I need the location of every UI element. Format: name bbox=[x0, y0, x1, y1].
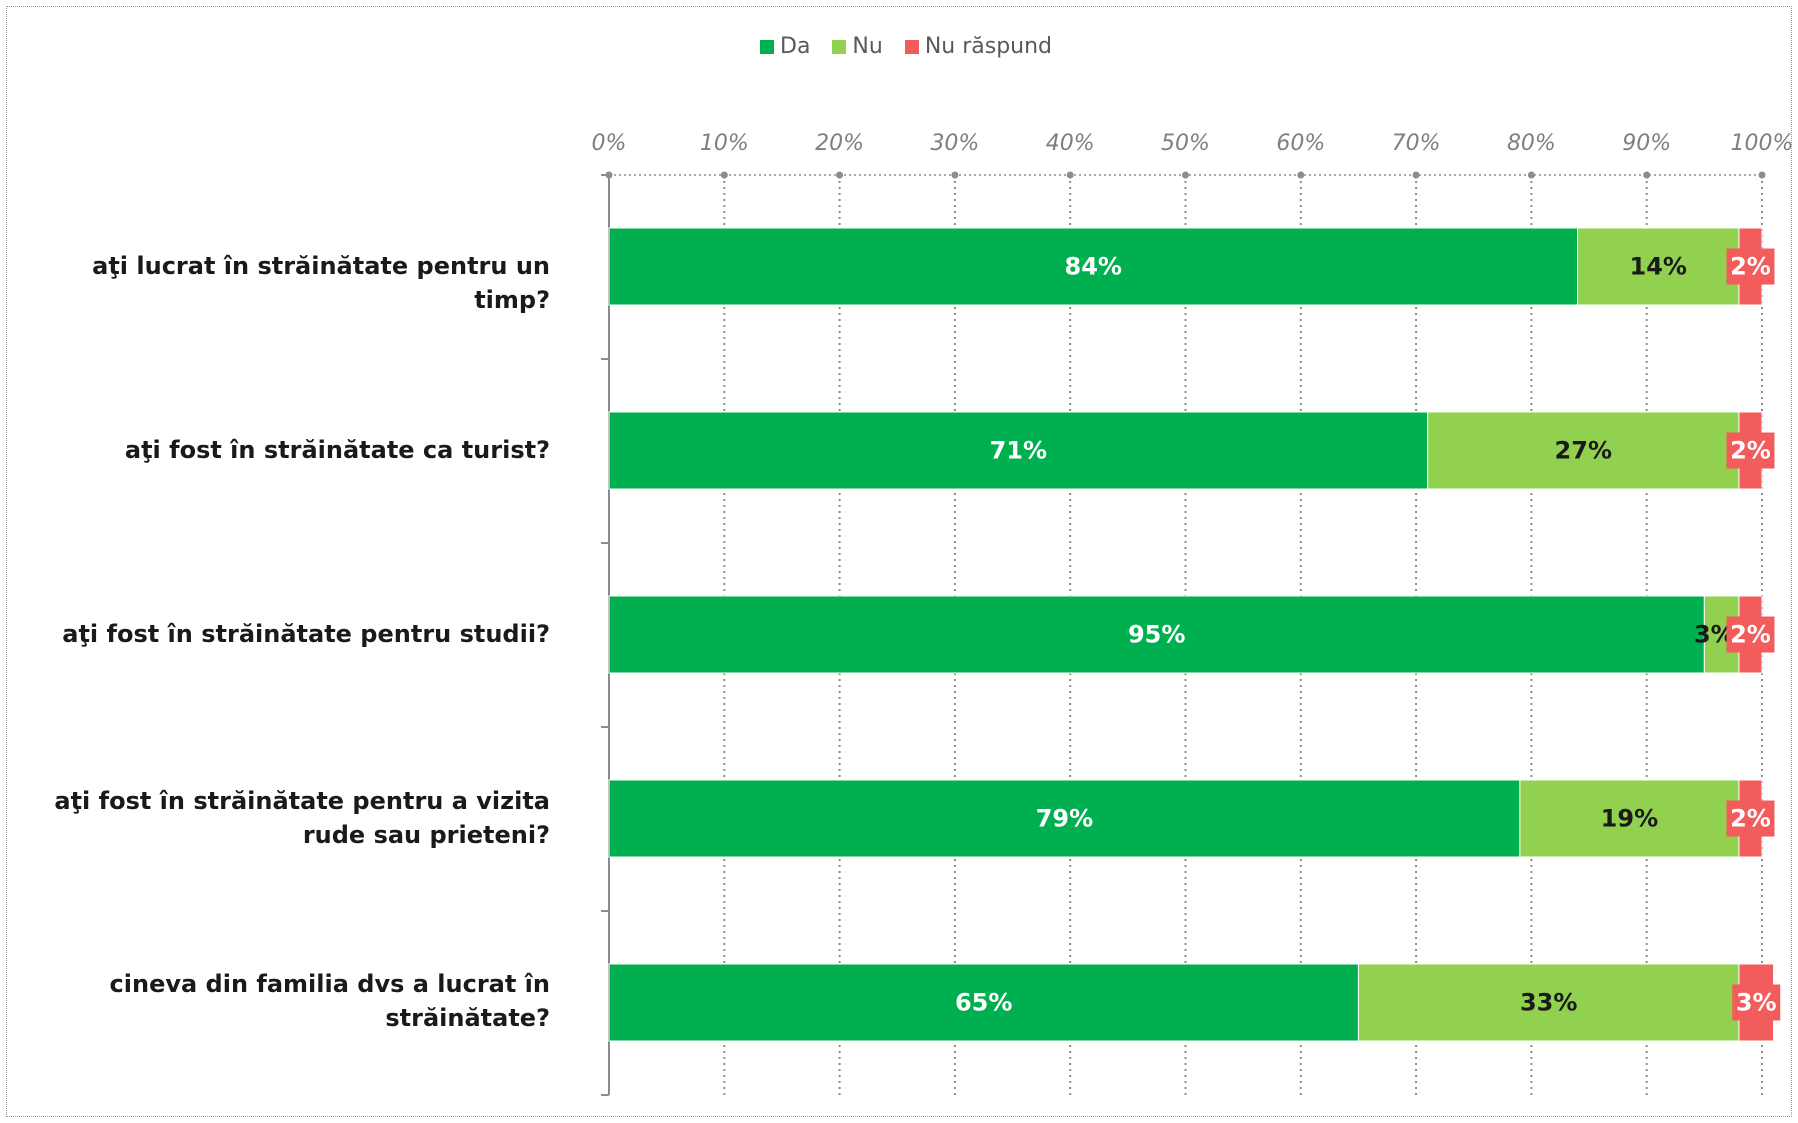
legend-label-nu-raspund: Nu răspund bbox=[924, 34, 1053, 59]
data-label-3-da: 95% bbox=[1128, 621, 1185, 649]
bar-1-nu bbox=[1577, 227, 1740, 306]
legend-label-da: Da bbox=[780, 34, 811, 59]
tick-mark-9 bbox=[1643, 171, 1651, 179]
legend-item-da: Da bbox=[760, 34, 810, 59]
legend-swatch-da bbox=[760, 39, 774, 54]
category-label-3: aţi fost în străinătate pentru studii? bbox=[62, 620, 550, 648]
legend-label-nu: Nu bbox=[852, 34, 883, 59]
data-label-1-nu: 14% bbox=[1630, 253, 1687, 281]
tick-label-0: 0% bbox=[592, 131, 627, 156]
bar-4-nu bbox=[1519, 779, 1740, 858]
data-label-2-nu-răspund-box bbox=[1726, 432, 1775, 469]
tick-label-7: 70% bbox=[1392, 131, 1441, 156]
data-label-3-nu-răspund: 2% bbox=[1730, 621, 1771, 649]
tick-label-6: 60% bbox=[1276, 131, 1325, 156]
legend-item-nu: Nu bbox=[832, 34, 883, 59]
category-label-4: aţi fost în străinătate pentru a vizita … bbox=[54, 787, 550, 849]
data-label-5-da: 65% bbox=[955, 989, 1012, 1017]
data-label-2-nu: 27% bbox=[1555, 437, 1612, 465]
data-label-2-nu-răspund: 2% bbox=[1730, 437, 1771, 465]
data-label-5-nu: 33% bbox=[1520, 989, 1577, 1017]
bar-2-nu bbox=[1427, 411, 1740, 490]
tick-mark-7 bbox=[1412, 171, 1420, 179]
data-label-1-nu-răspund: 2% bbox=[1730, 253, 1771, 281]
tick-label-2: 20% bbox=[815, 131, 864, 156]
tick-label-3: 30% bbox=[930, 131, 979, 156]
data-label-4-nu-răspund-box bbox=[1726, 800, 1775, 837]
tick-mark-8 bbox=[1527, 171, 1535, 179]
data-label-1-nu-răspund-box bbox=[1726, 248, 1775, 285]
legend-swatch-nu-raspund bbox=[904, 39, 919, 54]
bars: 84% 14% 2%71% 27% 2%95% 3%2%79% 19% 2%65% 33% 3% bbox=[608, 227, 1781, 1042]
data-label-4-nu-răspund: 2% bbox=[1730, 805, 1771, 833]
category-label-2: aţi fost în străinătate ca turist? bbox=[124, 436, 550, 464]
category-label-5: cineva din familia dvs a lucrat în străi… bbox=[109, 970, 550, 1032]
legend-item-nu-raspund: Nu răspund bbox=[904, 34, 1053, 59]
data-label-3-nu-răspund-box bbox=[1726, 616, 1775, 653]
tick-label-5: 50% bbox=[1161, 131, 1210, 156]
data-label-5-nu-răspund: 3% bbox=[1736, 989, 1777, 1017]
data-label-4-da: 79% bbox=[1036, 805, 1093, 833]
data-label-1-da: 84% bbox=[1065, 253, 1122, 281]
tick-label-8: 80% bbox=[1507, 131, 1556, 156]
data-label-5-nu-răspund-box bbox=[1732, 984, 1781, 1021]
bar-5-nu bbox=[1357, 963, 1740, 1042]
tick-label-9: 90% bbox=[1622, 131, 1671, 156]
data-label-2-da: 71% bbox=[990, 437, 1047, 465]
bar-3-da bbox=[608, 595, 1705, 674]
category-label-1: aţi lucrat în străinătate pentru un timp… bbox=[92, 252, 550, 314]
tick-mark-10 bbox=[1758, 171, 1766, 179]
legend: Da Nu Nu răspund bbox=[760, 34, 1052, 59]
bar-5-da bbox=[608, 963, 1359, 1042]
tick-label-1: 10% bbox=[700, 131, 749, 156]
chart-frame bbox=[6, 6, 1792, 1117]
bar-2-da bbox=[608, 411, 1429, 490]
tick-label-4: 40% bbox=[1046, 131, 1095, 156]
legend-swatch-nu bbox=[832, 39, 847, 54]
tick-label-10: 100% bbox=[1731, 131, 1794, 156]
data-label-4-nu: 19% bbox=[1601, 805, 1658, 833]
bar-4-da bbox=[608, 779, 1521, 858]
bar-1-da bbox=[608, 227, 1579, 306]
